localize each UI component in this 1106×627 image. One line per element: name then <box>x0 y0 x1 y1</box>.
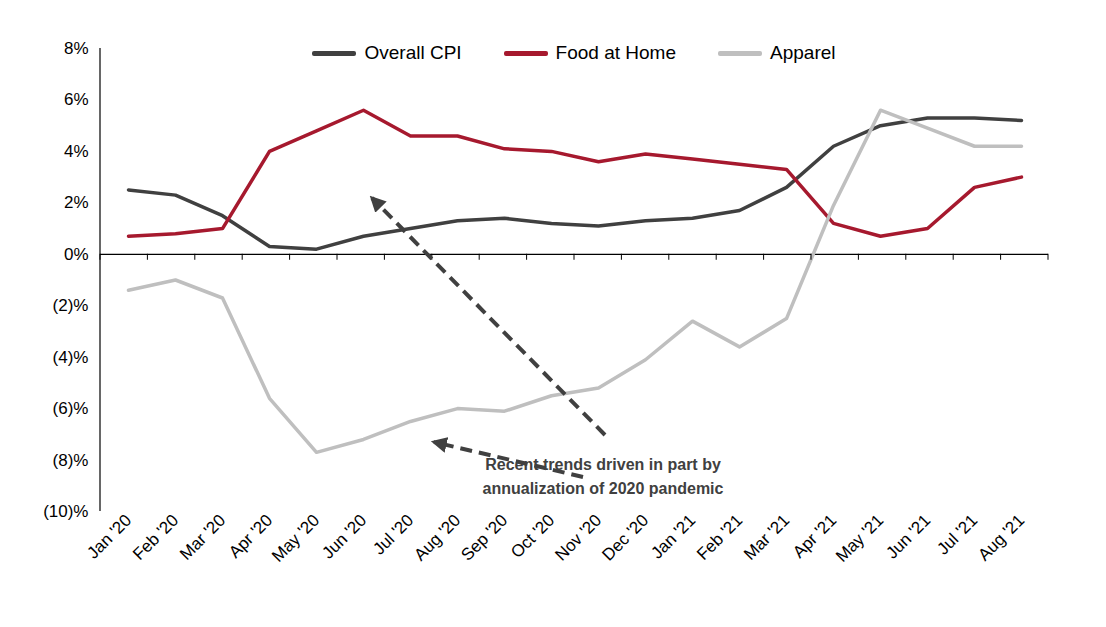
html-text:Food at Home: Food at Home <box>555 42 676 63</box>
svg-text:Apr '20: Apr '20 <box>225 510 277 562</box>
svg-text:Feb '20: Feb '20 <box>129 511 182 564</box>
svg-text:(10)%: (10)% <box>43 502 88 521</box>
html-text:Overall CPI: Overall CPI <box>364 42 462 63</box>
svg-text:Aug '20: Aug '20 <box>410 511 464 565</box>
svg-text:2%: 2% <box>64 193 89 212</box>
svg-text:4%: 4% <box>64 142 89 161</box>
svg-text:Jun '21: Jun '21 <box>882 511 934 563</box>
svg-text:(4)%: (4)% <box>53 348 89 367</box>
svg-text:8%: 8% <box>64 39 89 58</box>
svg-text:(6)%: (6)% <box>53 399 89 418</box>
svg-text:May '20: May '20 <box>268 511 323 566</box>
svg-text:Nov '20: Nov '20 <box>551 511 605 565</box>
svg-text:Feb '21: Feb '21 <box>693 511 746 564</box>
svg-text:Recent trends driven in part b: Recent trends driven in part byannualiza… <box>483 456 724 497</box>
svg-text:Sep '20: Sep '20 <box>457 511 511 565</box>
svg-text:Jun '20: Jun '20 <box>318 511 370 563</box>
svg-text:6%: 6% <box>64 90 89 109</box>
svg-text:Jan '20: Jan '20 <box>83 511 135 563</box>
svg-text:Aug '21: Aug '21 <box>974 511 1028 565</box>
svg-text:Mar '21: Mar '21 <box>740 511 793 564</box>
svg-text:Jul '21: Jul '21 <box>933 510 982 559</box>
html-text:Apparel: Apparel <box>770 42 836 63</box>
svg-text:Dec '20: Dec '20 <box>598 511 652 565</box>
svg-text:0%: 0% <box>64 245 89 264</box>
svg-text:Apr '21: Apr '21 <box>789 510 841 562</box>
svg-text:Mar '20: Mar '20 <box>176 511 229 564</box>
svg-text:(8)%: (8)% <box>53 450 89 469</box>
svg-text:Jan '21: Jan '21 <box>647 511 699 563</box>
svg-text:Jul '20: Jul '20 <box>369 510 418 559</box>
svg-text:(2)%: (2)% <box>53 296 89 315</box>
svg-text:Oct '20: Oct '20 <box>507 511 558 562</box>
svg-text:May '21: May '21 <box>832 511 887 566</box>
